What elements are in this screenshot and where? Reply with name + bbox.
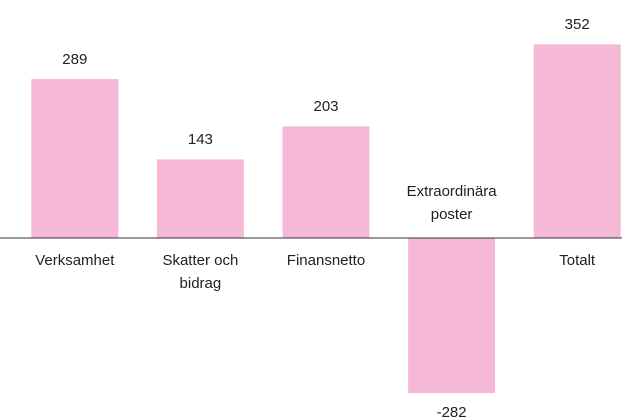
category-label: Totalt (559, 252, 596, 269)
bar (533, 44, 621, 239)
value-label: 143 (187, 131, 213, 149)
category-label: Extraordinära poster (406, 183, 497, 223)
bar (282, 126, 370, 238)
bar (408, 238, 496, 394)
bar (156, 159, 244, 238)
value-label: 203 (313, 98, 339, 116)
bar (31, 79, 119, 238)
category-label: Finansnetto (286, 252, 366, 269)
value-label: 289 (62, 51, 88, 69)
category-label: Verksamhet (35, 252, 115, 269)
category-label: Skatter och bidrag (162, 252, 239, 292)
value-label: -282 (436, 404, 467, 419)
value-label: 352 (564, 16, 590, 34)
